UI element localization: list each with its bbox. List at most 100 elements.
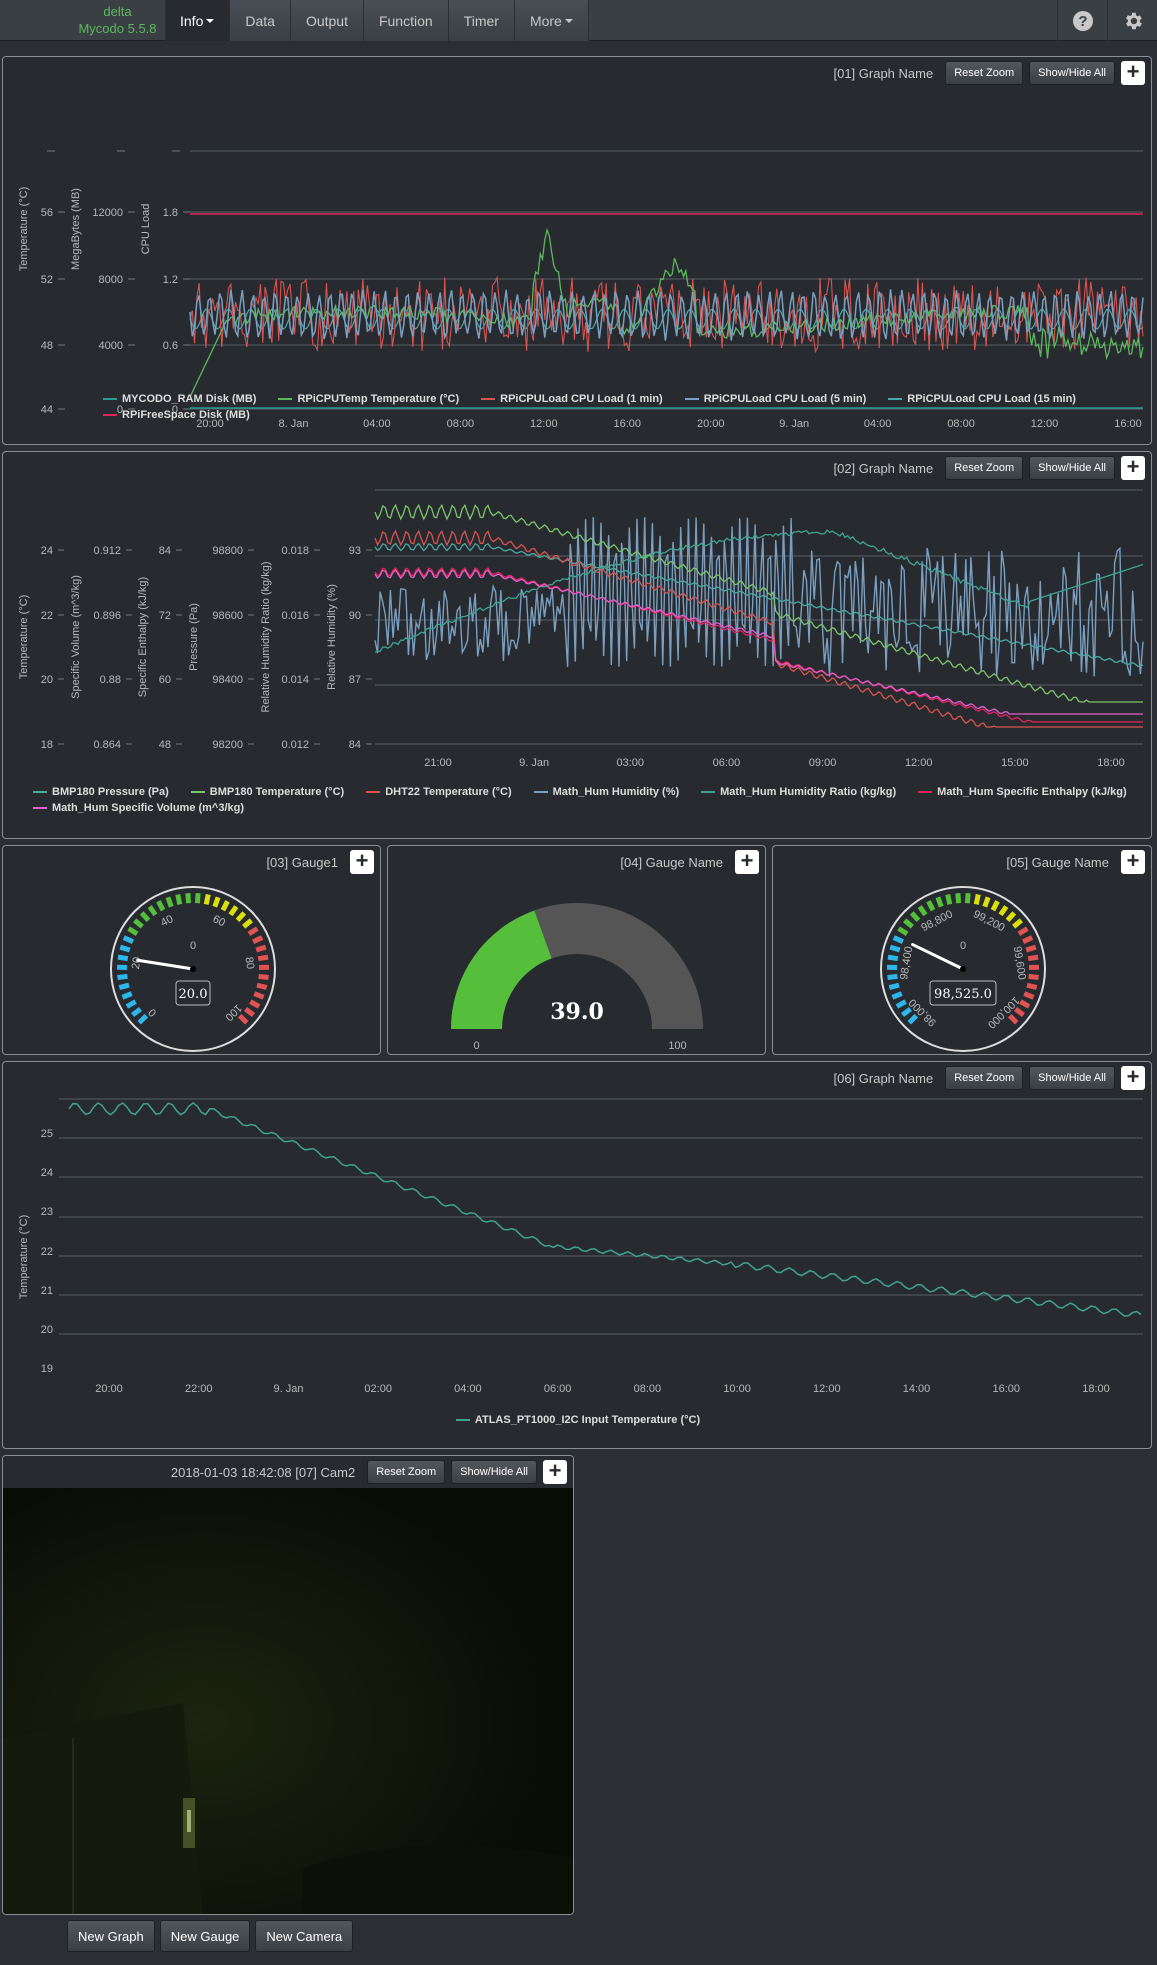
legend-item[interactable]: MYCODO_RAM Disk (MB) [103, 393, 256, 405]
reset-zoom-button[interactable]: Reset Zoom [367, 1460, 446, 1484]
graph-1-chart[interactable]: 56 52 48 44 12000 8000 4000 0 1.8 1.2 0.6 0 20:00 8.… [3, 57, 1152, 445]
y-tick-label: 48 [41, 340, 53, 352]
gauge-band-segment [258, 973, 269, 980]
graph-panel-2: [02] Graph Name Reset Zoom Show/Hide All… [2, 451, 1152, 839]
add-button[interactable]: + [1121, 456, 1145, 480]
gauge-band-segment [945, 894, 953, 905]
graph-6-chart[interactable]: 25 24 23 22 21 20 19 20:00 22:00 9. Jan 02:00 04:0… [3, 1062, 1152, 1449]
legend-item[interactable]: Math_Hum Specific Enthalpy (kJ/kg) [918, 786, 1127, 798]
show-hide-all-button[interactable]: Show/Hide All [1029, 456, 1115, 480]
gauge-band-segment [256, 982, 268, 990]
new-gauge-button[interactable]: New Gauge [159, 1920, 251, 1952]
reset-zoom-button[interactable]: Reset Zoom [945, 61, 1024, 85]
nav-output[interactable]: Output [290, 0, 364, 41]
add-button[interactable]: + [543, 1460, 567, 1484]
add-button[interactable]: + [1121, 1066, 1145, 1090]
new-camera-button[interactable]: New Camera [255, 1920, 354, 1952]
gauge-needle [911, 943, 965, 971]
y-tick-label: 8000 [99, 274, 123, 286]
gauge-band-segment [242, 918, 253, 929]
series-line[interactable] [189, 289, 1144, 341]
gauge-band-segment [252, 935, 264, 944]
graph-title: [01] Graph Name [833, 65, 934, 81]
gauge-band-segment [1022, 935, 1034, 944]
x-tick-label: 09:00 [809, 757, 837, 769]
y-tick-label: 22 [41, 610, 53, 622]
y-axis-label-cpu-load: CPU Load [140, 204, 152, 255]
settings-button[interactable] [1107, 0, 1157, 41]
legend-swatch [481, 398, 496, 400]
y-axis-label-megabytes: MegaBytes (MB) [70, 188, 82, 270]
series-line[interactable] [68, 1101, 1142, 1317]
nav-data[interactable]: Data [230, 0, 291, 41]
gauge-band-segment [131, 1006, 143, 1018]
new-graph-button[interactable]: New Graph [67, 1920, 155, 1952]
y-tick-label: 4000 [99, 340, 123, 352]
legend-swatch [455, 1419, 470, 1421]
y-tick-label: 22 [41, 1246, 53, 1258]
y-tick-label: 0.6 [163, 340, 178, 352]
gauge-band-segment [117, 973, 128, 980]
series-line[interactable] [374, 568, 1143, 715]
legend-item[interactable]: Math_Hum Specific Volume (m^3/kg) [33, 802, 244, 814]
y-tick-label: 0.016 [281, 610, 309, 622]
series-line[interactable] [189, 227, 1144, 398]
legend-item[interactable]: RPiFreeSpace Disk (MB) [103, 409, 250, 421]
y-tick-label: 98800 [212, 545, 243, 557]
legend-item[interactable]: RPiCPULoad CPU Load (1 min) [481, 393, 663, 405]
legend-item[interactable]: ATLAS_PT1000_I2C Input Temperature (°C) [455, 1414, 700, 1426]
legend-swatch [278, 398, 293, 400]
gauge-band-segment [1017, 926, 1029, 937]
nav-more-label: More [529, 12, 562, 29]
x-tick-label: 9. Jan [519, 757, 549, 769]
legend-label: BMP180 Pressure (Pa) [52, 786, 169, 798]
legend-item[interactable]: DHT22 Temperature (°C) [366, 786, 512, 798]
legend-item[interactable]: BMP180 Temperature (°C) [190, 786, 344, 798]
brand[interactable]: delta Mycodo 5.5.8 [70, 3, 165, 37]
reset-zoom-button[interactable]: Reset Zoom [945, 1066, 1024, 1090]
add-button[interactable]: + [1121, 850, 1145, 874]
gauge-band-segment [220, 900, 230, 912]
show-hide-all-button[interactable]: Show/Hide All [1029, 61, 1115, 85]
graph-2-chart[interactable]: 24 22 20 18 0.912 0.896 0.88 0.864 84 72 60 48 98800… [3, 452, 1152, 839]
gauge-band-segment [1012, 918, 1023, 929]
y-tick-label: 12000 [92, 207, 123, 219]
nav-more[interactable]: More [514, 0, 589, 41]
series-line[interactable] [374, 529, 1144, 653]
y-tick-label: 72 [159, 610, 171, 622]
add-button[interactable]: + [735, 850, 759, 874]
nav-function[interactable]: Function [363, 0, 449, 41]
y-tick-label: 19 [41, 1363, 53, 1375]
gear-icon [1125, 12, 1142, 29]
series-line[interactable] [374, 566, 1143, 723]
series-line[interactable] [374, 542, 1144, 668]
y-tick-label: 44 [41, 404, 53, 416]
gauge-band-segment [253, 991, 265, 1000]
legend-item[interactable]: Math_Hum Humidity Ratio (kg/kg) [701, 786, 896, 798]
add-button[interactable]: + [1121, 61, 1145, 85]
gauge-band-segment [203, 894, 211, 905]
y-tick-label: 0.912 [93, 545, 121, 557]
gauge-tick-label: 99,600 [1011, 946, 1028, 981]
gauge-pivot [190, 966, 196, 972]
show-hide-all-button[interactable]: Show/Hide All [451, 1460, 537, 1484]
legend-item[interactable]: BMP180 Pressure (Pa) [33, 786, 169, 798]
x-tick-label: 9. Jan [779, 418, 809, 430]
add-button[interactable]: + [350, 850, 374, 874]
legend-item[interactable]: RPiCPUTemp Temperature (°C) [278, 393, 459, 405]
help-button[interactable]: ? [1057, 0, 1107, 41]
graph-panel-1: [01] Graph Name Reset Zoom Show/Hide All… [2, 56, 1152, 445]
series-line[interactable] [374, 503, 1143, 703]
gauge-band-segment [903, 918, 914, 929]
legend-item[interactable]: Math_Hum Humidity (%) [533, 786, 679, 798]
nav-info[interactable]: Info [165, 0, 231, 41]
reset-zoom-button[interactable]: Reset Zoom [945, 456, 1024, 480]
nav-timer[interactable]: Timer [448, 0, 515, 41]
legend-item[interactable]: RPiCPULoad CPU Load (5 min) [684, 393, 866, 405]
show-hide-all-button[interactable]: Show/Hide All [1029, 1066, 1115, 1090]
series-line[interactable] [374, 529, 1143, 728]
x-tick-label: 21:00 [424, 757, 452, 769]
y-tick-label: 84 [159, 545, 171, 557]
gauge-band-segment [243, 1006, 255, 1018]
legend-item[interactable]: RPiCPULoad CPU Load (15 min) [888, 393, 1076, 405]
